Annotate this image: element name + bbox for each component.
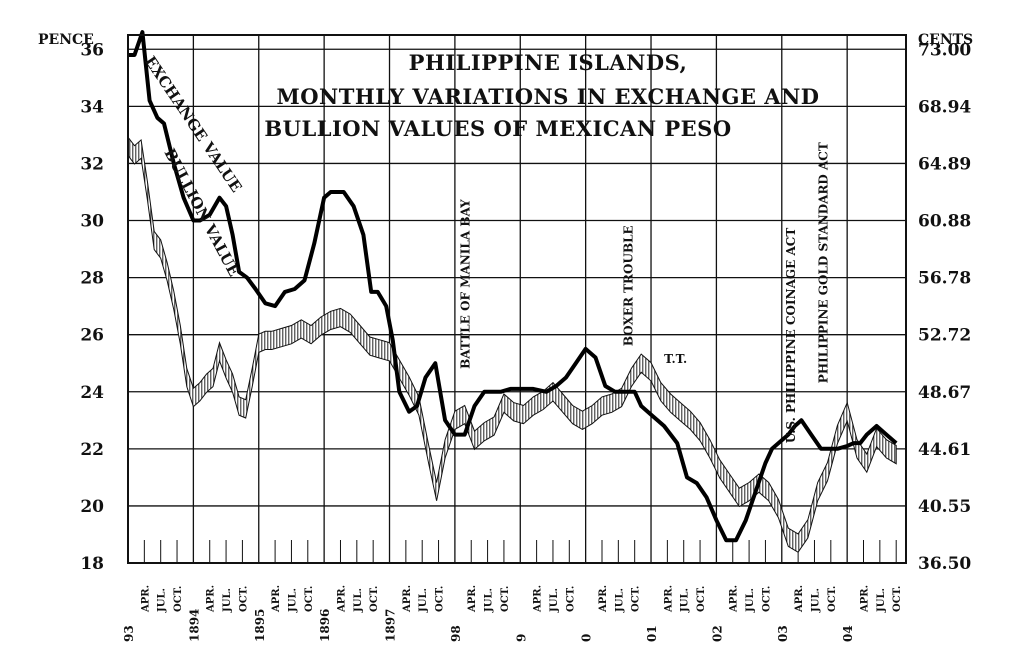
month-label: OCT. (369, 586, 380, 612)
month-label: OCT. (827, 586, 838, 612)
annotation-label: U.S. PHILIPPINE COINAGE ACT (784, 228, 798, 443)
month-label: OCT. (892, 586, 903, 612)
month-label: APR. (140, 585, 151, 613)
month-label: APR. (794, 585, 805, 613)
year-label: 01 (645, 625, 659, 642)
month-label: APR. (533, 585, 544, 613)
annotation-label: BOXER TROUBLE (622, 225, 636, 346)
year-label: 04 (841, 625, 855, 642)
left-tick-label: 30 (80, 212, 104, 232)
year-label: 98 (449, 625, 463, 642)
annotation-label: T.T. (664, 352, 687, 366)
month-label: JUL. (745, 588, 756, 613)
month-label: APR. (336, 585, 347, 613)
month-label: JUL. (876, 588, 887, 613)
month-label: APR. (402, 585, 413, 613)
right-tick-label: 56.78 (918, 269, 971, 289)
chart-title-line-3: BULLION VALUES OF MEXICAN PESO (264, 116, 731, 141)
month-label: OCT. (173, 586, 184, 612)
month-label: JUL. (418, 588, 429, 613)
month-label: JUL. (157, 588, 168, 613)
right-tick-label: 48.67 (918, 383, 971, 403)
left-tick-label: 32 (80, 154, 104, 174)
bullion-band (127, 135, 897, 553)
left-tick-label: 28 (80, 269, 104, 289)
right-axis-unit: CENTS (918, 32, 973, 48)
month-label: OCT. (500, 586, 511, 612)
year-label: 02 (710, 625, 724, 642)
year-label: 03 (776, 625, 790, 642)
right-tick-label: 52.72 (918, 326, 971, 346)
left-tick-label: 34 (80, 97, 104, 117)
month-label: OCT. (565, 586, 576, 612)
month-label: APR. (860, 585, 871, 613)
left-tick-label: 26 (80, 326, 104, 346)
right-tick-label: 64.89 (918, 154, 971, 174)
month-label: JUL. (353, 588, 364, 613)
left-tick-label: 18 (80, 554, 104, 574)
month-label: OCT. (696, 586, 707, 612)
left-tick-label: 20 (80, 497, 104, 517)
month-label: OCT. (238, 586, 249, 612)
left-tick-label: 24 (80, 383, 104, 403)
right-tick-label: 44.61 (918, 440, 971, 460)
year-label: 1894 (187, 609, 201, 642)
month-label: OCT. (631, 586, 642, 612)
month-label: APR. (729, 585, 740, 613)
annotation-label: BATTLE OF MANILA BAY (458, 199, 472, 369)
left-tick-label: 22 (80, 440, 104, 460)
year-label: 1897 (384, 609, 398, 642)
right-tick-label: 60.88 (918, 212, 971, 232)
chart-title-line-1: PHILIPPINE ISLANDS, (409, 50, 688, 75)
month-label: JUL. (287, 588, 298, 613)
month-label: JUL. (680, 588, 691, 613)
month-label: APR. (271, 585, 282, 613)
year-label: 0 (580, 634, 594, 642)
month-label: APR. (663, 585, 674, 613)
month-label: JUL. (549, 588, 560, 613)
month-label: OCT. (761, 586, 772, 612)
axes: 18 20 22 24 26 28 30 32 34 36 36.50 40.55 44.61 48.67… (80, 34, 971, 574)
month-label: APR. (598, 585, 609, 613)
right-tick-label: 36.50 (918, 554, 971, 574)
series-exchange-value (128, 30, 898, 543)
month-label: JUL. (484, 588, 495, 613)
month-label: JUL. (614, 588, 625, 613)
plot-frame (127, 34, 907, 564)
series-bullion-value (127, 135, 897, 553)
right-tick-label: 73.00 (918, 40, 971, 60)
month-label: JUL. (810, 588, 821, 613)
left-tick-label: 36 (80, 40, 104, 60)
right-tick-label: 68.94 (918, 97, 971, 117)
annotation-label: PHILIPPINE GOLD STANDARD ACT (817, 142, 831, 383)
left-axis-unit: PENCE (38, 32, 94, 48)
year-label: 1896 (318, 609, 332, 642)
month-label: OCT. (435, 586, 446, 612)
right-tick-label: 40.55 (918, 497, 971, 517)
month-label: APR. (206, 585, 217, 613)
month-label: APR. (467, 585, 478, 613)
chart-title-line-2: MONTHLY VARIATIONS IN EXCHANGE AND (277, 84, 820, 109)
year-label: 1895 (253, 609, 267, 642)
month-label: OCT. (304, 586, 315, 612)
month-label: JUL. (222, 588, 233, 613)
year-label: 93 (122, 625, 136, 642)
year-label: 9 (514, 634, 528, 642)
series-lines (128, 30, 898, 543)
